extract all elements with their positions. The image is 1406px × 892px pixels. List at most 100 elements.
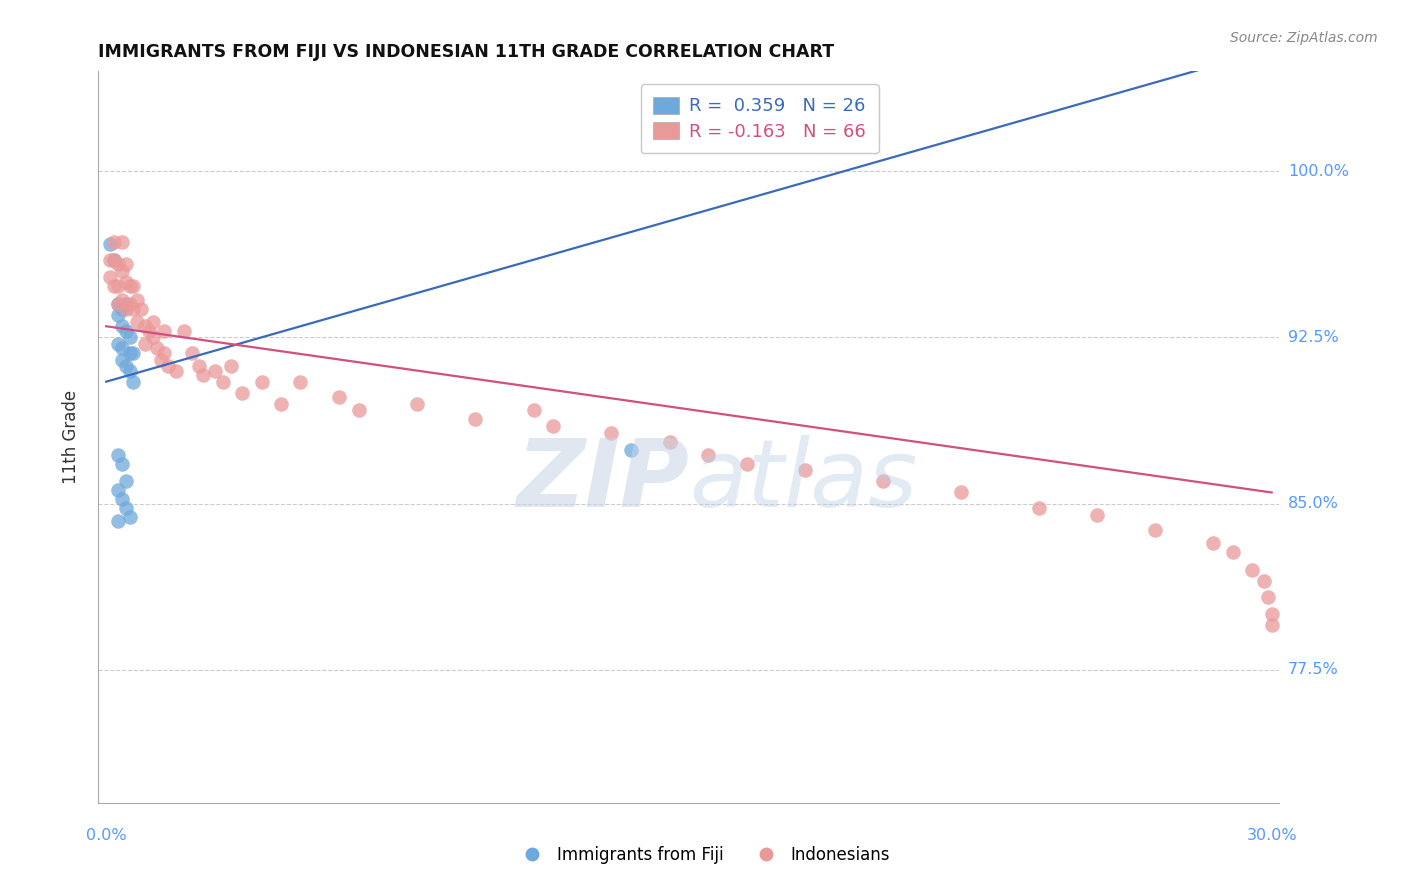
- Point: [118, 279, 141, 293]
- Text: 100.0%: 100.0%: [1288, 163, 1348, 178]
- Point: [107, 514, 129, 528]
- Point: [98, 270, 121, 285]
- Legend: R =  0.359   N = 26, R = -0.163   N = 66: R = 0.359 N = 26, R = -0.163 N = 66: [641, 84, 879, 153]
- Point: [107, 337, 129, 351]
- Point: [114, 301, 136, 316]
- Point: [180, 346, 202, 360]
- Point: [1260, 618, 1282, 632]
- Point: [231, 385, 253, 400]
- Point: [142, 315, 165, 329]
- Point: [620, 443, 643, 458]
- Point: [127, 315, 149, 329]
- Point: [145, 342, 167, 356]
- Point: [118, 297, 141, 311]
- Point: [118, 509, 141, 524]
- Point: [98, 252, 121, 267]
- Point: [1241, 563, 1264, 577]
- Point: [188, 359, 211, 373]
- Point: [114, 359, 136, 373]
- Point: [270, 397, 292, 411]
- Legend: Immigrants from Fiji, Indonesians: Immigrants from Fiji, Indonesians: [509, 839, 897, 871]
- Point: [1260, 607, 1282, 622]
- Point: [735, 457, 758, 471]
- Point: [122, 301, 145, 316]
- Point: [134, 337, 156, 351]
- Point: [134, 319, 156, 334]
- Point: [522, 403, 544, 417]
- Point: [219, 359, 242, 373]
- Point: [1144, 523, 1167, 537]
- Point: [1085, 508, 1108, 522]
- Point: [114, 324, 136, 338]
- Point: [111, 319, 134, 334]
- Point: [111, 457, 134, 471]
- Point: [600, 425, 623, 440]
- Point: [794, 463, 817, 477]
- Point: [103, 279, 125, 293]
- Point: [111, 264, 134, 278]
- Y-axis label: 11th Grade: 11th Grade: [62, 390, 80, 484]
- Point: [111, 235, 134, 249]
- Text: ZIP: ZIP: [516, 435, 689, 527]
- Point: [114, 501, 136, 516]
- Point: [153, 324, 176, 338]
- Point: [1253, 574, 1275, 589]
- Point: [103, 235, 125, 249]
- Point: [118, 330, 141, 344]
- Point: [111, 342, 134, 356]
- Point: [118, 363, 141, 377]
- Point: [1202, 536, 1225, 550]
- Point: [464, 412, 486, 426]
- Text: IMMIGRANTS FROM FIJI VS INDONESIAN 11TH GRADE CORRELATION CHART: IMMIGRANTS FROM FIJI VS INDONESIAN 11TH …: [98, 44, 835, 62]
- Point: [153, 346, 176, 360]
- Text: 92.5%: 92.5%: [1288, 330, 1339, 345]
- Text: atlas: atlas: [689, 435, 917, 526]
- Point: [165, 363, 187, 377]
- Point: [406, 397, 429, 411]
- Point: [107, 297, 129, 311]
- Point: [173, 324, 195, 338]
- Point: [697, 448, 720, 462]
- Point: [114, 257, 136, 271]
- Point: [107, 279, 129, 293]
- Point: [107, 483, 129, 498]
- Point: [129, 301, 152, 316]
- Point: [122, 279, 145, 293]
- Point: [211, 375, 233, 389]
- Point: [157, 359, 180, 373]
- Point: [122, 346, 145, 360]
- Point: [122, 375, 145, 389]
- Point: [111, 492, 134, 507]
- Point: [118, 346, 141, 360]
- Point: [107, 448, 129, 462]
- Point: [111, 352, 134, 367]
- Point: [103, 252, 125, 267]
- Point: [347, 403, 370, 417]
- Point: [149, 352, 172, 367]
- Point: [114, 475, 136, 489]
- Point: [658, 434, 681, 449]
- Text: 77.5%: 77.5%: [1288, 663, 1339, 677]
- Point: [127, 293, 149, 307]
- Point: [114, 275, 136, 289]
- Point: [204, 363, 226, 377]
- Text: 85.0%: 85.0%: [1288, 496, 1339, 511]
- Text: 0.0%: 0.0%: [86, 828, 127, 843]
- Point: [1222, 545, 1244, 559]
- Point: [541, 419, 564, 434]
- Point: [250, 375, 273, 389]
- Point: [142, 330, 165, 344]
- Text: Source: ZipAtlas.com: Source: ZipAtlas.com: [1230, 31, 1378, 45]
- Point: [111, 293, 134, 307]
- Point: [138, 324, 160, 338]
- Point: [103, 252, 125, 267]
- Point: [107, 297, 129, 311]
- Point: [328, 390, 350, 404]
- Text: 30.0%: 30.0%: [1246, 828, 1296, 843]
- Point: [290, 375, 312, 389]
- Point: [193, 368, 215, 382]
- Point: [1257, 590, 1279, 604]
- Point: [107, 308, 129, 322]
- Point: [107, 257, 129, 271]
- Point: [111, 301, 134, 316]
